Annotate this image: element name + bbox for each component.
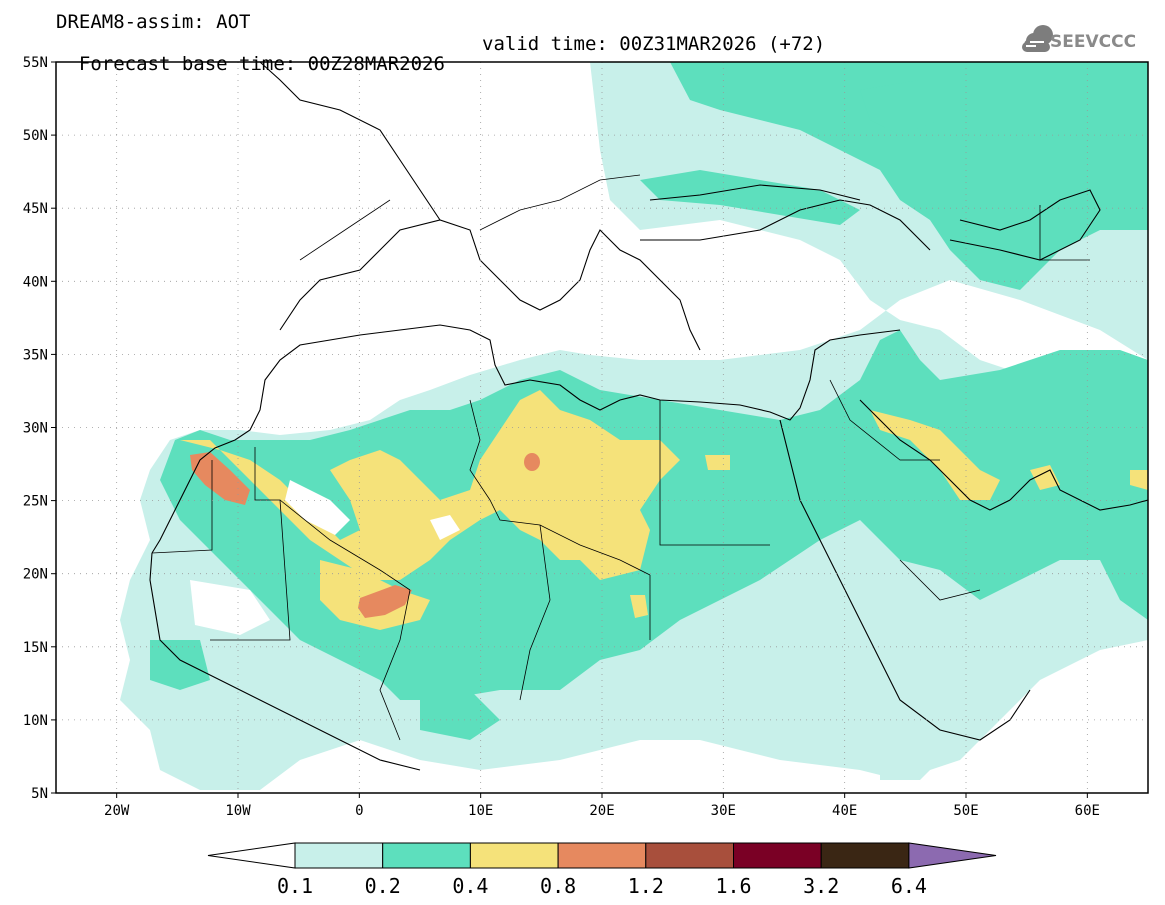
lat-tick-label: 45N xyxy=(23,201,48,217)
lon-tick-label: 10E xyxy=(468,803,493,819)
lon-tick-label: 30E xyxy=(711,803,736,819)
valid-time: valid time: 00Z31MAR2026 (+72) xyxy=(482,33,826,55)
coastlines xyxy=(149,62,1148,771)
colorbar-swatch xyxy=(820,842,910,869)
aot-0.8-1.2-area xyxy=(190,452,540,618)
colorbar-level-label: 6.4 xyxy=(891,874,927,898)
lon-tick-label: 20E xyxy=(589,803,614,819)
lat-tick-label: 55N xyxy=(23,55,48,71)
lon-tick-label: 0 xyxy=(355,803,363,819)
colorbar-max-arrow xyxy=(908,842,997,869)
colorbar-swatch xyxy=(645,842,734,869)
forecast-base-time: Forecast base time: 00Z28MAR2026 xyxy=(78,53,445,75)
colorbar-level-label: 0.2 xyxy=(365,874,401,898)
lon-tick-label: 50E xyxy=(953,803,978,819)
lat-tick-label: 35N xyxy=(23,347,48,363)
colorbar-swatch xyxy=(557,842,647,869)
lat-tick-label: 15N xyxy=(23,640,48,656)
clear-areas xyxy=(190,480,460,635)
colorbar-swatch xyxy=(294,842,384,869)
country-borders xyxy=(151,174,1090,741)
colorbar-level-label: 3.2 xyxy=(803,874,839,898)
logo-text: SEEVCCC xyxy=(1050,32,1137,52)
longitude-axis: 20W 10W 0 10E 20E 30E 40E 50E 60E xyxy=(104,793,1100,819)
colorbar-level-label: 1.2 xyxy=(628,874,664,898)
grid-lines xyxy=(56,62,1148,793)
lon-tick-label: 60E xyxy=(1075,803,1100,819)
forecast-times: Forecast base time: 00Z28MAR2026 valid t… xyxy=(56,34,825,94)
lat-tick-label: 10N xyxy=(23,713,48,729)
lat-tick-label: 25N xyxy=(23,494,48,510)
colorbar-level-label: 0.4 xyxy=(452,874,488,898)
colorbar-level-label: 1.6 xyxy=(715,874,751,898)
latitude-axis: 55N 50N 45N 40N 35N 30N 25N 20N 15N 10N 5N xyxy=(23,55,56,802)
colorbar-level-label: 0.8 xyxy=(540,874,576,898)
lat-tick-label: 5N xyxy=(31,786,48,802)
lat-tick-label: 50N xyxy=(23,128,48,144)
colorbar-level-label: 0.1 xyxy=(277,874,313,898)
aot-field xyxy=(56,62,1148,793)
cloud-icon xyxy=(1022,25,1053,52)
colorbar-min-arrow xyxy=(207,842,296,869)
lat-tick-label: 30N xyxy=(23,421,48,437)
lat-tick-label: 20N xyxy=(23,567,48,583)
lon-tick-label: 40E xyxy=(832,803,857,819)
lon-tick-label: 10W xyxy=(225,803,251,819)
lon-tick-label: 20W xyxy=(104,803,130,819)
colorbar-swatch xyxy=(733,842,822,869)
chart-title: DREAM8-assim: AOT xyxy=(56,11,251,33)
lat-tick-label: 40N xyxy=(23,274,48,290)
colorbar-swatch xyxy=(382,842,471,869)
colorbar-swatch xyxy=(469,842,559,869)
